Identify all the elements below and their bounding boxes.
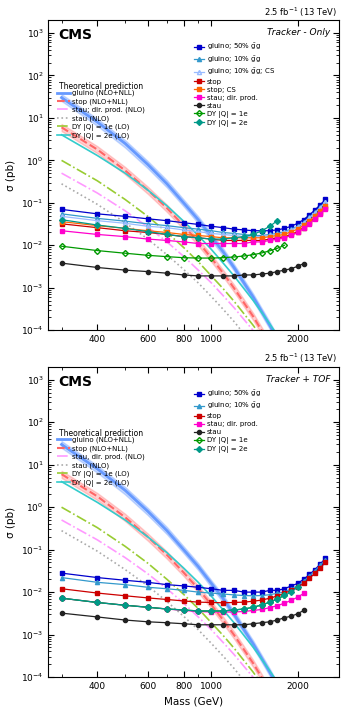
Y-axis label: σ (pb): σ (pb): [6, 506, 16, 538]
Legend: gluino; 50% $\mathregular{\bar{g}}$g, gluino; 10% $\mathregular{\bar{g}}$g, stop: gluino; 50% $\mathregular{\bar{g}}$g, gl…: [194, 389, 261, 453]
Text: 2.5 fb$^{-1}$ (13 TeV): 2.5 fb$^{-1}$ (13 TeV): [264, 5, 336, 19]
X-axis label: Mass (GeV): Mass (GeV): [164, 696, 224, 706]
Text: Tracker - Only: Tracker - Only: [267, 28, 331, 37]
Text: 2.5 fb$^{-1}$ (13 TeV): 2.5 fb$^{-1}$ (13 TeV): [264, 352, 336, 365]
Text: Theoretical prediction: Theoretical prediction: [59, 82, 143, 91]
Text: CMS: CMS: [59, 28, 92, 42]
Text: CMS: CMS: [59, 375, 92, 389]
Legend: gluino; 50% $\mathregular{\bar{g}}$g, gluino; 10% $\mathregular{\bar{g}}$g, glui: gluino; 50% $\mathregular{\bar{g}}$g, gl…: [194, 42, 275, 127]
Y-axis label: σ (pb): σ (pb): [6, 159, 16, 191]
Text: Theoretical prediction: Theoretical prediction: [59, 429, 143, 438]
Text: Tracker + TOF: Tracker + TOF: [266, 375, 331, 384]
